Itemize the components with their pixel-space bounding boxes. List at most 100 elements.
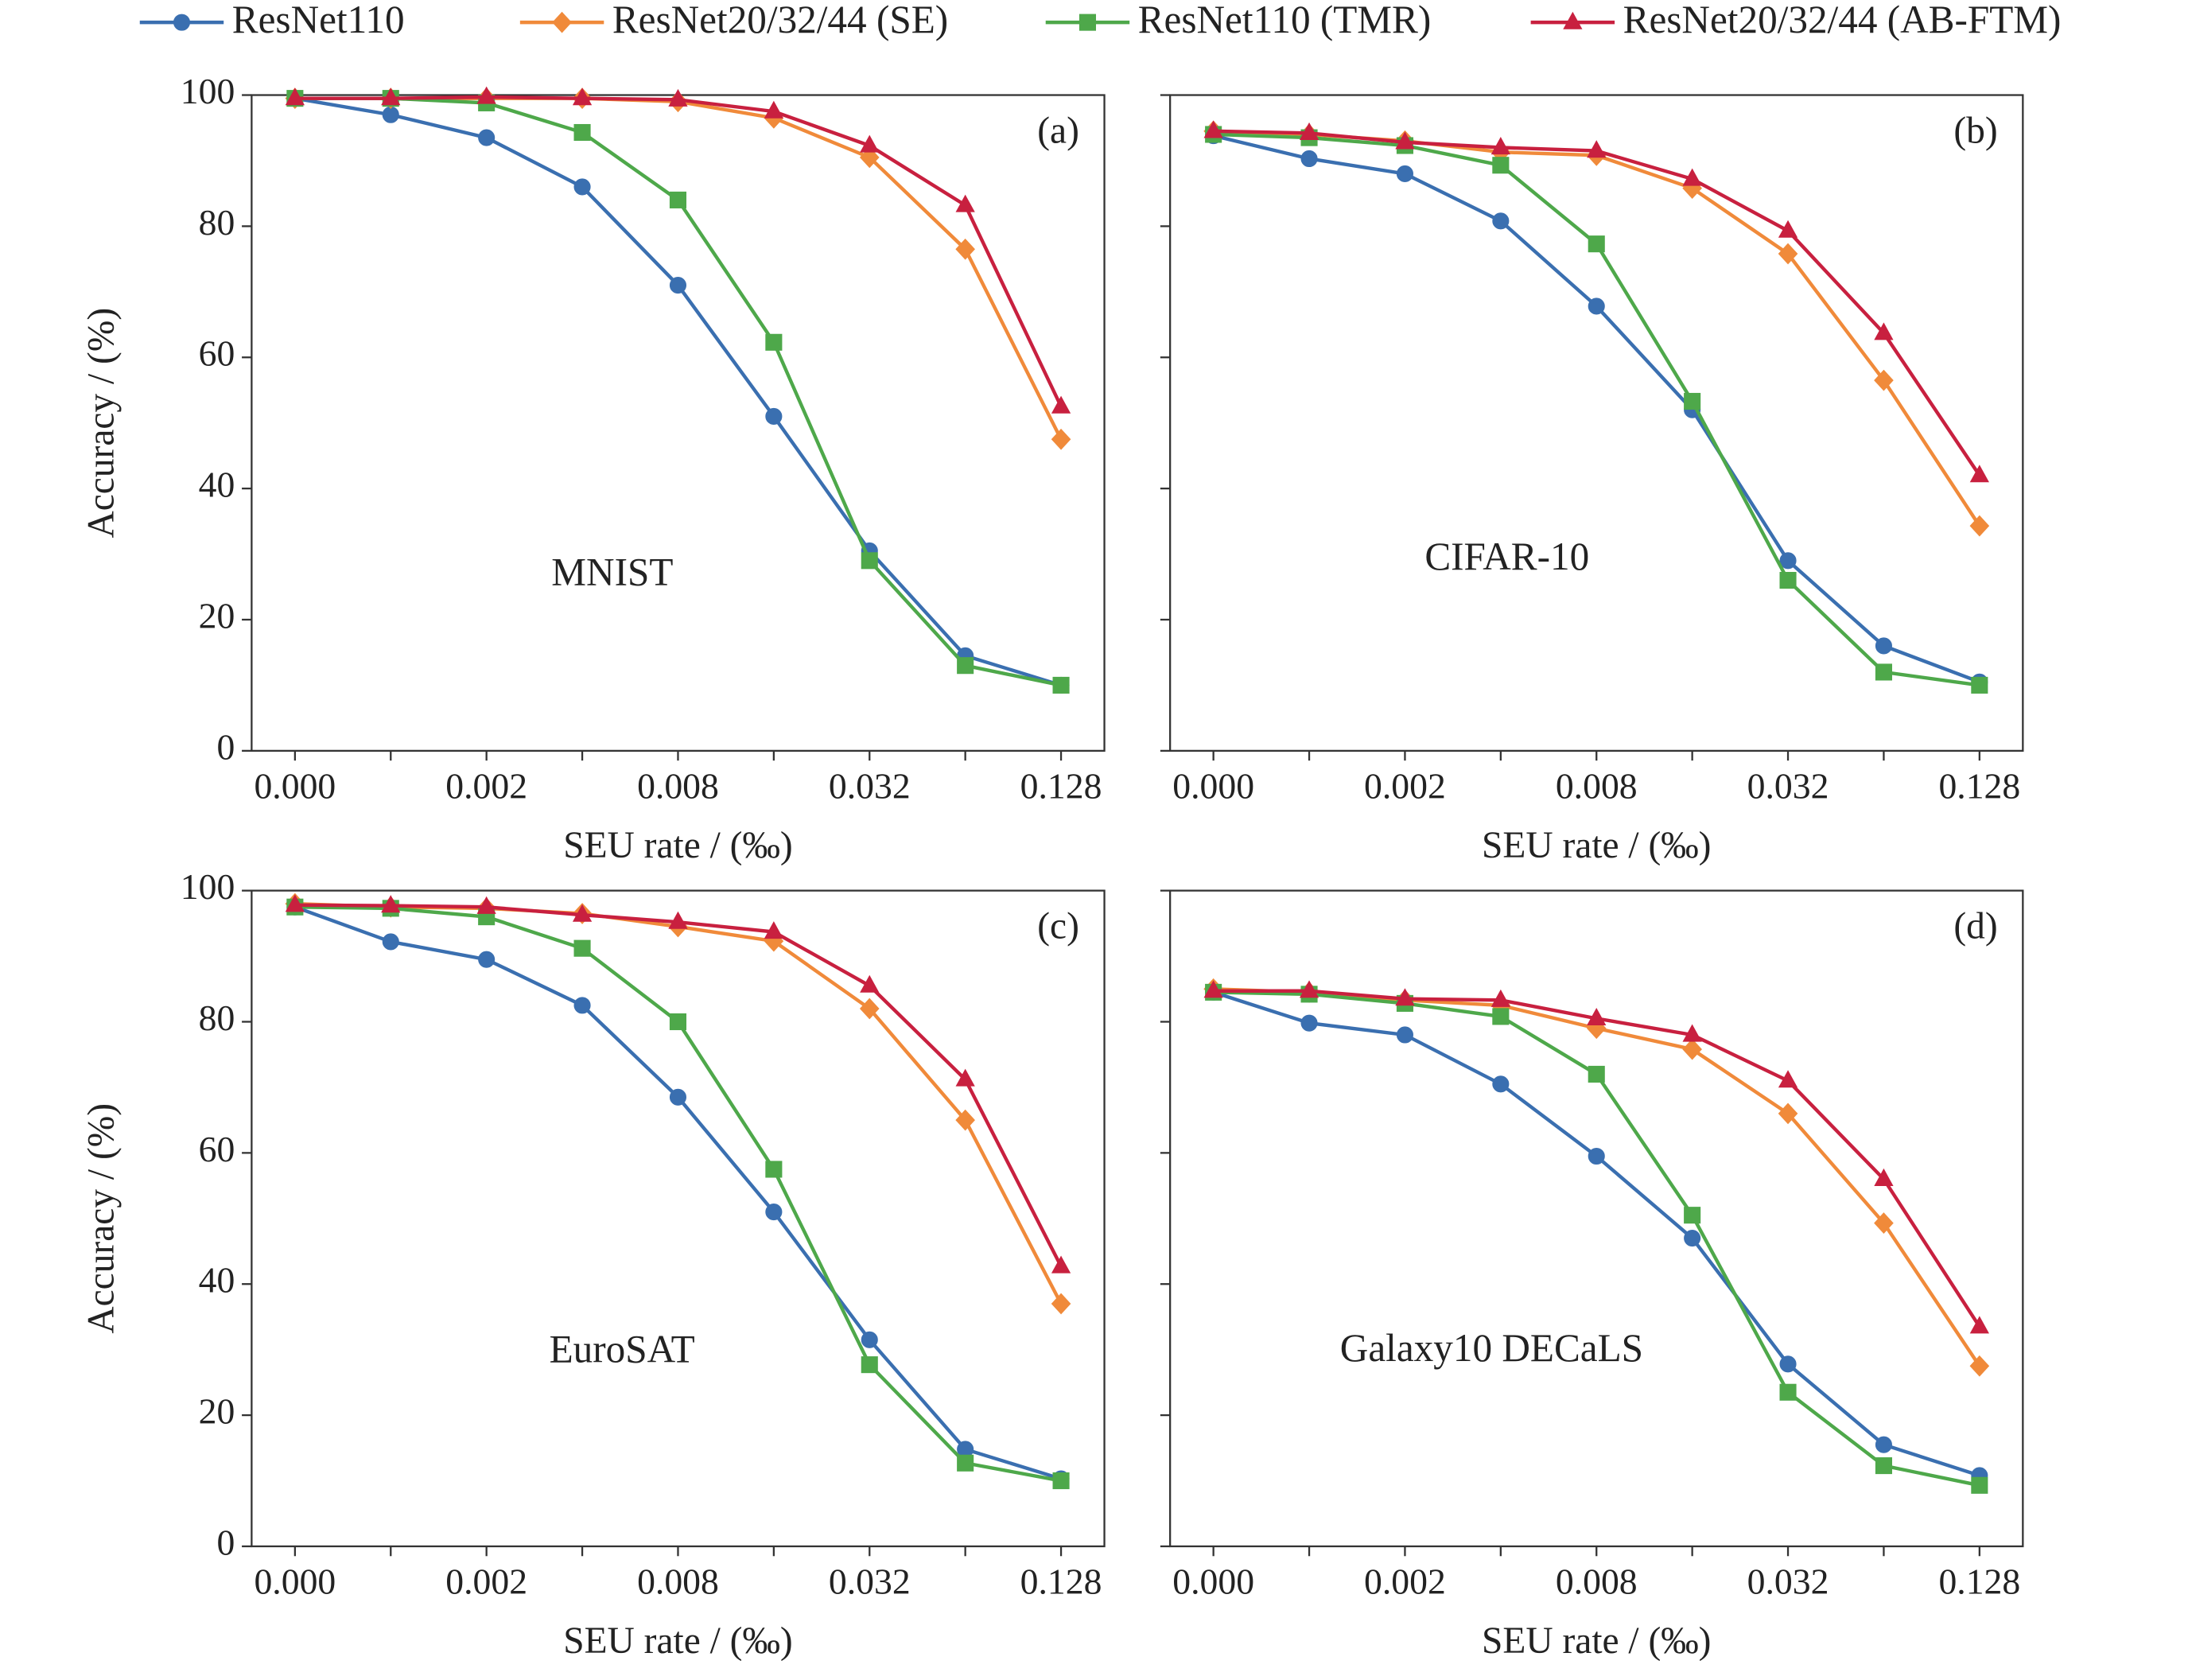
point bbox=[957, 1454, 974, 1472]
y-tick-label: 0 bbox=[216, 1522, 235, 1562]
point bbox=[860, 974, 880, 993]
x-tick-label: 0.002 bbox=[445, 1561, 527, 1602]
point bbox=[1051, 395, 1071, 414]
y-tick-label: 60 bbox=[199, 333, 235, 374]
point bbox=[1779, 1383, 1797, 1401]
point bbox=[1874, 1212, 1894, 1234]
dataset-annotation: CIFAR-10 bbox=[1424, 535, 1589, 578]
point bbox=[1492, 212, 1510, 230]
point bbox=[478, 951, 496, 968]
y-tick-label: 20 bbox=[199, 595, 235, 636]
point bbox=[1874, 369, 1894, 391]
y-tick-label: 60 bbox=[199, 1129, 235, 1169]
panel-label: (b) bbox=[1953, 111, 1997, 152]
point bbox=[1969, 1355, 1990, 1377]
point bbox=[955, 1109, 975, 1131]
point bbox=[1587, 1007, 1607, 1025]
point bbox=[955, 1068, 975, 1087]
series-line bbox=[294, 96, 1062, 687]
point bbox=[765, 1204, 783, 1221]
point bbox=[668, 911, 688, 929]
point bbox=[1052, 1472, 1070, 1490]
point bbox=[861, 552, 878, 570]
point bbox=[1875, 1436, 1892, 1453]
dataset-annotation: Galaxy10 DECaLS bbox=[1340, 1326, 1643, 1370]
panel-label: (a) bbox=[1037, 111, 1079, 152]
point bbox=[1051, 1293, 1071, 1315]
series-line bbox=[294, 96, 1062, 687]
point bbox=[478, 129, 496, 146]
point bbox=[1052, 676, 1070, 694]
point bbox=[1969, 1316, 1989, 1334]
point bbox=[573, 939, 591, 957]
x-tick-label: 0.002 bbox=[1364, 766, 1446, 807]
point bbox=[1684, 392, 1701, 410]
point bbox=[765, 407, 783, 425]
point bbox=[381, 88, 401, 106]
x-tick-label: 0.000 bbox=[254, 1561, 336, 1602]
point bbox=[1778, 220, 1798, 238]
x-tick-label: 0.032 bbox=[1747, 766, 1829, 807]
point bbox=[1684, 1207, 1701, 1224]
point bbox=[1395, 988, 1415, 1006]
point bbox=[765, 1161, 783, 1178]
point bbox=[1874, 1168, 1894, 1186]
point bbox=[765, 333, 783, 351]
legend-label: ResNet20/32/44 (AB-FTM) bbox=[1623, 0, 2062, 41]
point bbox=[573, 178, 591, 196]
point bbox=[861, 1331, 878, 1348]
legend-label: ResNet110 (TMR) bbox=[1138, 0, 1432, 41]
point bbox=[1492, 1075, 1510, 1093]
point bbox=[1299, 122, 1319, 140]
point bbox=[476, 896, 496, 914]
x-tick-label: 0.000 bbox=[254, 766, 336, 807]
y-tick-label: 80 bbox=[199, 998, 235, 1038]
point bbox=[1588, 298, 1605, 315]
series-line bbox=[294, 96, 1063, 441]
series-line bbox=[1213, 987, 1981, 1367]
point bbox=[669, 191, 687, 208]
x-axis-label: SEU rate / (‰) bbox=[563, 1620, 792, 1662]
point bbox=[1492, 157, 1510, 174]
point bbox=[1299, 980, 1319, 998]
point bbox=[1875, 1457, 1892, 1475]
point bbox=[1587, 140, 1607, 158]
point bbox=[1396, 1026, 1413, 1044]
point bbox=[1051, 428, 1071, 450]
point bbox=[1778, 1070, 1798, 1088]
x-tick-label: 0.128 bbox=[1938, 766, 2020, 807]
point bbox=[1203, 980, 1223, 998]
point bbox=[1588, 235, 1605, 253]
point bbox=[572, 904, 593, 922]
y-axis-label: Accuracy / (%) bbox=[81, 308, 122, 539]
series-line bbox=[1213, 132, 1980, 687]
point bbox=[1682, 1024, 1702, 1042]
point bbox=[1682, 1038, 1702, 1060]
point bbox=[957, 657, 974, 675]
point bbox=[1203, 120, 1223, 138]
point bbox=[1969, 465, 1989, 483]
point bbox=[1684, 1229, 1701, 1247]
y-tick-label: 100 bbox=[181, 71, 235, 111]
y-tick-label: 0 bbox=[216, 726, 235, 767]
x-tick-label: 0.002 bbox=[1364, 1561, 1446, 1602]
point bbox=[382, 106, 399, 123]
x-tick-label: 0.000 bbox=[1172, 1561, 1254, 1602]
x-axis-label: SEU rate / (‰) bbox=[1482, 825, 1711, 866]
y-tick-label: 20 bbox=[199, 1391, 235, 1432]
series-line bbox=[1213, 129, 1981, 527]
point bbox=[1490, 137, 1510, 155]
point bbox=[381, 895, 401, 913]
panel-label: (d) bbox=[1953, 906, 1997, 947]
x-tick-label: 0.128 bbox=[1938, 1561, 2020, 1602]
point bbox=[1875, 663, 1892, 681]
point bbox=[573, 997, 591, 1014]
point bbox=[1779, 571, 1797, 589]
point bbox=[1875, 637, 1892, 655]
point bbox=[1874, 322, 1894, 340]
point bbox=[669, 277, 687, 294]
point bbox=[1779, 552, 1797, 570]
legend-label: ResNet20/32/44 (SE) bbox=[612, 0, 948, 41]
point bbox=[859, 146, 880, 169]
x-tick-label: 0.008 bbox=[1556, 1561, 1638, 1602]
